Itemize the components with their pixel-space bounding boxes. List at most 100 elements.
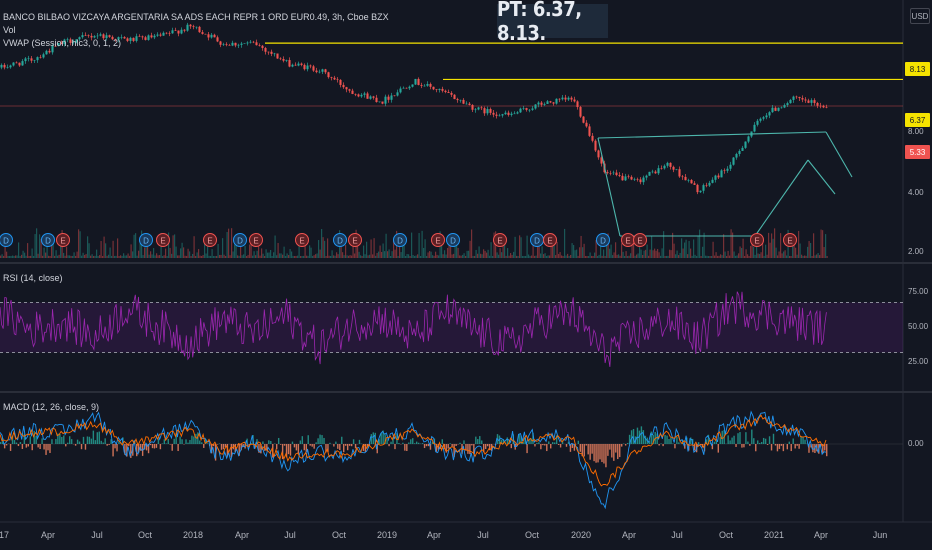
volume-bar <box>699 229 701 258</box>
volume-bar <box>813 233 815 258</box>
macd-hist-bar <box>299 440 302 444</box>
volume-bar <box>97 255 99 258</box>
candle-body <box>270 51 273 54</box>
macd-hist-bar <box>323 437 325 444</box>
volume-bar <box>9 255 11 258</box>
macd-hist-bar <box>136 444 138 457</box>
volume-bar <box>436 254 438 258</box>
volume-bar <box>235 234 237 258</box>
candle-body <box>441 88 444 91</box>
event-marker-label: E <box>60 237 65 246</box>
macd-hist-bar <box>516 444 518 447</box>
macd-hist-bar <box>484 444 487 449</box>
earnings-marker <box>249 233 263 247</box>
macd-hist-bar <box>573 444 576 451</box>
volume-bar <box>7 255 9 258</box>
macd-hist-bar <box>766 444 769 445</box>
candle-body <box>6 67 9 68</box>
macd-hist-bar <box>102 442 104 444</box>
macd-hist-bar <box>37 444 39 448</box>
macd-hist-bar <box>398 443 400 444</box>
candle-body <box>663 165 666 169</box>
candle-body <box>135 36 138 41</box>
macd-hist-bar <box>471 444 473 446</box>
volume-bar <box>744 255 746 258</box>
candle-body <box>594 140 597 151</box>
volume-bar <box>72 255 74 258</box>
macd-hist-bar <box>291 441 294 444</box>
macd-hist-bar <box>790 444 792 452</box>
macd-hist-bar <box>49 444 51 453</box>
volume-bar <box>316 253 318 258</box>
volume-bar <box>577 255 579 258</box>
candle-body <box>510 113 513 115</box>
price-tick: 8.00 <box>908 127 924 136</box>
macd-hist-bar <box>358 439 361 444</box>
candle-body <box>87 35 90 36</box>
candle-body <box>513 113 516 115</box>
macd-hist-bar <box>810 444 812 448</box>
earnings-marker <box>203 233 217 247</box>
volume-bar <box>759 254 761 258</box>
candle-body <box>399 88 402 93</box>
volume-bar <box>514 236 516 258</box>
candle-body <box>369 96 372 99</box>
candle-body <box>147 35 150 40</box>
volume-bar <box>19 255 21 258</box>
macd-hist-bar <box>737 433 739 444</box>
candle-body <box>549 101 552 103</box>
macd-hist-bar <box>664 434 666 444</box>
volume-bar <box>295 255 297 258</box>
candle-body <box>780 107 783 109</box>
volume-bar <box>777 255 779 258</box>
macd-tick: 0.00 <box>908 439 924 448</box>
macd-hist-bar <box>203 444 205 448</box>
volume-bar <box>612 255 614 258</box>
macd-hist-bar <box>382 430 384 444</box>
volume-bar <box>558 253 560 258</box>
volume-bar <box>382 243 384 258</box>
macd-hist-bar <box>463 440 465 444</box>
candle-body <box>483 108 486 114</box>
volume-bar <box>123 253 125 258</box>
macd-hist-bar <box>305 444 307 452</box>
candle-body <box>627 176 630 178</box>
volume-bar <box>747 254 749 258</box>
volume-bar <box>300 255 302 258</box>
candle-body <box>654 171 657 174</box>
volume-bar <box>261 248 263 258</box>
volume-bar <box>705 255 707 258</box>
candle-body <box>258 45 261 46</box>
candle-body <box>675 169 678 170</box>
volume-bar <box>27 243 29 258</box>
macd-hist-bar <box>585 444 587 446</box>
date-tick: Jul <box>91 530 103 540</box>
volume-bar <box>712 241 714 258</box>
volume-bar <box>421 230 423 258</box>
candle-body <box>81 35 84 38</box>
macd-hist-bar <box>163 439 166 444</box>
event-marker-label: E <box>547 237 552 246</box>
candle-body <box>375 97 378 103</box>
volume-bar <box>345 245 347 258</box>
candle-body <box>519 108 522 113</box>
volume-bar <box>634 255 636 258</box>
volume-bar <box>369 254 371 258</box>
volume-bar <box>340 245 342 258</box>
volume-bar <box>51 244 53 258</box>
currency-button[interactable]: USD <box>910 8 930 24</box>
volume-bar <box>4 246 6 258</box>
candle-body <box>210 34 213 38</box>
macd-hist-bar <box>774 444 777 446</box>
macd-hist-bar <box>745 432 747 444</box>
macd-hist-bar <box>321 435 323 444</box>
macd-hist-bar <box>94 440 97 444</box>
candle-body <box>285 60 288 61</box>
macd-hist-bar <box>435 444 438 452</box>
candle-body <box>792 96 795 100</box>
candle-body <box>702 185 705 191</box>
volume-bar <box>1 254 3 258</box>
volume-bar <box>559 252 561 258</box>
volume-bar <box>646 244 648 258</box>
